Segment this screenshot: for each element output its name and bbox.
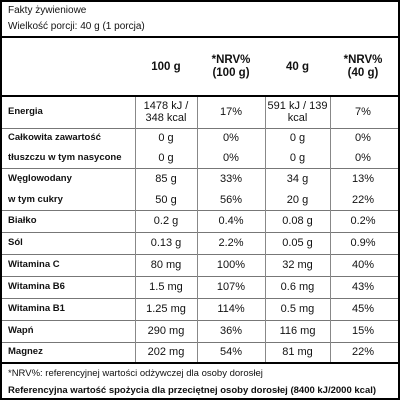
value: 1.5 mg [149, 281, 183, 293]
value: 20 g [286, 193, 309, 206]
row-rule [2, 342, 398, 343]
value: 1.25 mg [146, 303, 186, 315]
value: 107% [216, 281, 246, 293]
column-rule [265, 97, 266, 362]
row-rule [2, 168, 398, 169]
value: 114% [217, 303, 245, 315]
row-label: Białko [8, 215, 37, 226]
serving-size: Wielkość porcji: 40 g (1 porcja) [8, 21, 145, 32]
value: 22% [351, 193, 375, 206]
column-header: *NRV% (100 g) [211, 54, 251, 79]
value: 0% [223, 152, 239, 164]
value: 17% [219, 105, 243, 118]
value: 0.13 g [150, 237, 182, 249]
column-header: 100 g [151, 60, 181, 73]
value: 45% [351, 303, 375, 315]
row-label: Sól [8, 237, 23, 248]
value: 0.4% [218, 215, 244, 227]
value: 0% [223, 132, 239, 144]
value: 80 mg [150, 259, 182, 271]
value: 13% [351, 172, 375, 185]
value: 0 g [289, 152, 306, 164]
value: 32 mg [282, 259, 313, 271]
value: 22% [351, 346, 375, 358]
row-rule [2, 254, 398, 255]
row-label: tłuszczu w tym nasycone [8, 152, 122, 163]
column-header: 40 g [285, 60, 309, 73]
value: 0% [355, 152, 371, 164]
value: 0 g [158, 152, 174, 164]
value: 0.6 mg [280, 281, 315, 293]
value: 85 g [155, 172, 177, 185]
value: 50 g [155, 193, 177, 206]
row-rule [2, 210, 398, 211]
value: 202 mg [147, 346, 185, 358]
value: 100% [216, 259, 246, 271]
value: 33% [219, 172, 243, 185]
title: Fakty żywieniowe [8, 5, 87, 16]
column-header: *NRV% (40 g) [343, 54, 383, 79]
rule [2, 95, 398, 97]
value: 54% [219, 346, 243, 358]
value: 0% [355, 132, 371, 144]
footer-reference: Referencyjna wartość spożycia dla przeci… [8, 385, 377, 396]
row-label: Witamina B1 [8, 303, 65, 314]
value: 81 mg [282, 346, 313, 358]
row-rule [2, 232, 398, 233]
row-label: Węglowodany [8, 172, 72, 184]
column-rule [197, 97, 198, 362]
row-rule [2, 320, 398, 321]
value: 0.2 g [153, 215, 179, 227]
value: 116 mg [279, 325, 316, 337]
row-label: Witamina B6 [8, 281, 65, 292]
rule [2, 36, 398, 38]
value: 40% [351, 259, 375, 271]
row-label: Magnez [8, 346, 43, 357]
column-rule [330, 97, 331, 362]
value: 56% [219, 193, 243, 206]
value: 43% [351, 281, 375, 293]
row-rule [2, 276, 398, 277]
row-rule [2, 298, 398, 299]
value: 7% [355, 105, 371, 118]
column-rule [135, 97, 136, 362]
value: 0.05 g [282, 237, 313, 249]
row-rule [2, 128, 398, 129]
row-label: Wapń [8, 325, 34, 336]
value: 1478 kJ / 348 kcal [143, 99, 189, 124]
value: 0 g [158, 132, 174, 144]
footer-note: *NRV%: referencyjnej wartości odżywczej … [8, 368, 263, 379]
value: 0.9% [350, 237, 376, 249]
value: 15% [351, 325, 375, 337]
value: 290 mg [147, 325, 185, 337]
row-label: w tym cukry [8, 193, 63, 205]
value: 591 kJ / 139 kcal [267, 99, 328, 124]
value: 0 g [289, 132, 306, 144]
value: 0.5 mg [280, 303, 315, 315]
row-label: Witamina C [8, 259, 60, 270]
value: 34 g [286, 172, 309, 185]
value: 2.2% [218, 237, 244, 249]
value: 0.2% [350, 215, 376, 227]
row-label: Całkowita zawartość [8, 132, 101, 143]
value: 36% [219, 325, 243, 337]
rule [2, 362, 398, 364]
value: 0.08 g [282, 215, 313, 227]
row-label: Energia [8, 105, 43, 117]
